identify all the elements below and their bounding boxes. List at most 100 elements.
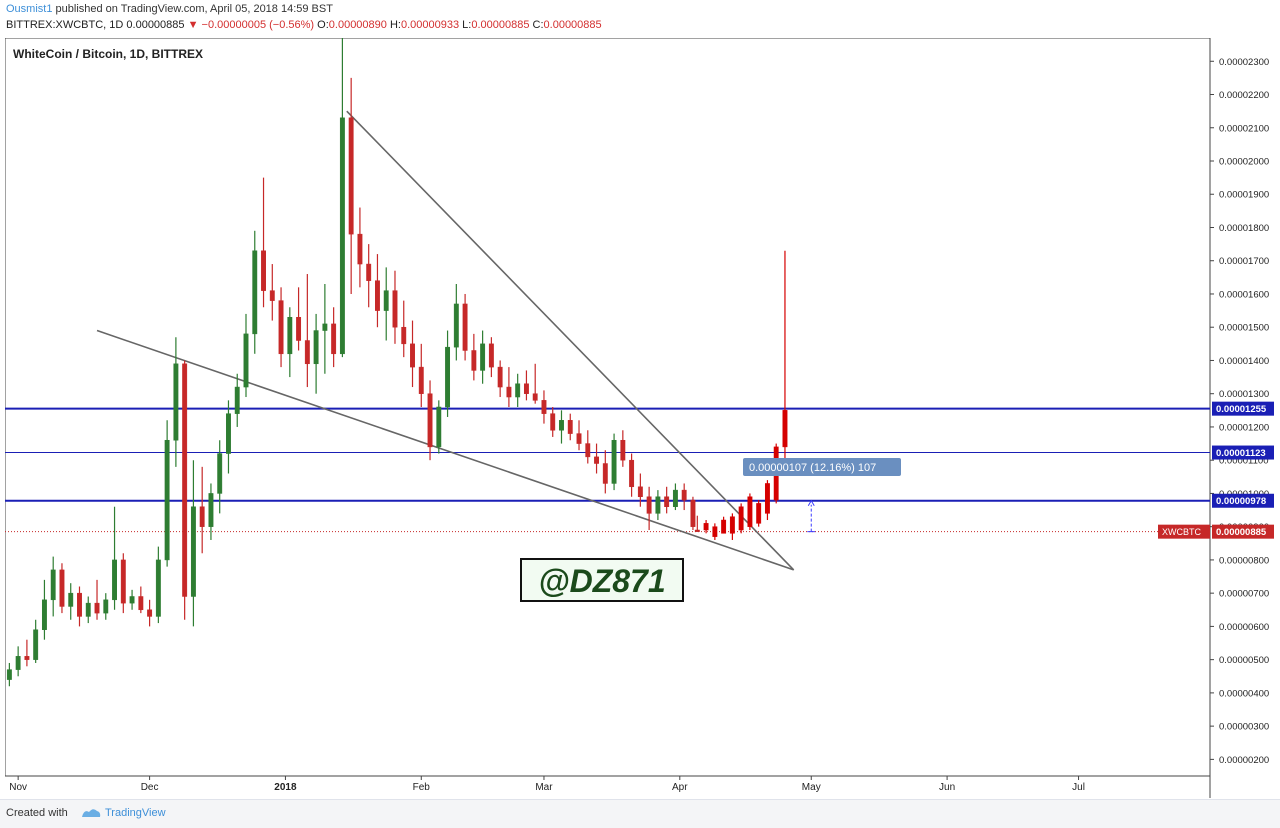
- tradingview-link[interactable]: TradingView: [105, 807, 166, 819]
- candle-body: [729, 516, 735, 534]
- open-label: O:: [317, 19, 329, 31]
- x-tick-label: Jun: [939, 782, 955, 793]
- candle-body: [199, 506, 205, 527]
- x-tick-label: Mar: [535, 782, 553, 793]
- candle-body: [190, 506, 196, 597]
- candle-body: [436, 406, 442, 448]
- candle-body: [427, 393, 433, 448]
- candle-body: [515, 383, 521, 398]
- symbol-label: BITTREX:XWCBTC, 1D: [6, 19, 124, 31]
- candle-body: [721, 519, 727, 534]
- level-price-tag: [1212, 445, 1274, 460]
- candle-body: [85, 602, 91, 617]
- y-tick-label: 0.00001200: [1219, 422, 1269, 433]
- candle-body: [392, 290, 398, 328]
- candle-body: [712, 526, 718, 537]
- footer: Created with TradingView: [0, 799, 1280, 828]
- candle-body: [756, 503, 762, 524]
- candle-body: [764, 483, 770, 514]
- candle-body: [103, 599, 109, 614]
- candle-body: [68, 592, 74, 607]
- candle-body: [112, 559, 117, 601]
- chart-title: WhiteCoin / Bitcoin, 1D, BITTREX: [13, 47, 203, 61]
- price-chart[interactable]: WhiteCoin / Bitcoin, 1D, BITTREX 0.00000…: [4, 28, 1275, 798]
- x-tick-label: 2018: [274, 782, 297, 793]
- candle-body: [497, 366, 503, 388]
- candle-body: [41, 599, 47, 630]
- candle-body: [287, 316, 293, 355]
- candle-body: [559, 420, 564, 431]
- candle-body: [243, 333, 249, 388]
- y-tick-label: 0.00002000: [1219, 157, 1269, 168]
- symbol-tag-label: XWCBTC: [1162, 527, 1201, 537]
- candle-body: [462, 303, 468, 351]
- x-tick-label: Apr: [672, 782, 688, 793]
- x-tick-label: Dec: [141, 782, 159, 793]
- y-tick-label: 0.00000200: [1219, 755, 1269, 766]
- candle-body: [296, 316, 302, 341]
- level-price-tag: [1212, 493, 1274, 508]
- candle-body: [278, 300, 284, 355]
- trendline[interactable]: [96, 329, 794, 571]
- created-with-text: Created with: [6, 807, 68, 819]
- level-price-label: 0.00001255: [1216, 404, 1267, 415]
- high-label: H:: [389, 19, 401, 31]
- x-tick-label: Feb: [413, 782, 431, 793]
- y-tick-label: 0.00001400: [1219, 356, 1269, 367]
- candle-body: [252, 250, 258, 335]
- candle-body: [664, 496, 670, 507]
- candle-body: [261, 250, 266, 291]
- candle-body: [611, 439, 617, 484]
- candle-body: [226, 413, 231, 454]
- candle-body: [138, 596, 144, 611]
- candle-body: [331, 323, 337, 355]
- y-tick-label: 0.00001500: [1219, 323, 1269, 334]
- candle-body: [94, 602, 100, 614]
- y-tick-label: 0.00001700: [1219, 256, 1269, 267]
- candle-body: [738, 506, 744, 531]
- candle-body: [445, 346, 451, 408]
- candle-body: [629, 459, 635, 488]
- candle-body: [488, 343, 494, 368]
- y-tick-label: 0.00000600: [1219, 622, 1269, 633]
- candle-body: [173, 363, 179, 441]
- candle-body: [576, 433, 582, 444]
- y-tick-label: 0.00002100: [1219, 123, 1269, 134]
- candle-body: [567, 420, 573, 434]
- y-tick-label: 0.00000300: [1219, 722, 1269, 733]
- candle-body: [357, 233, 363, 265]
- candle-body: [523, 383, 529, 394]
- chart-area[interactable]: WhiteCoin / Bitcoin, 1D, BITTREX 0.00000…: [4, 28, 1275, 798]
- y-tick-label: 0.00001100: [1219, 456, 1269, 467]
- author-link[interactable]: Ousmist1: [6, 3, 53, 15]
- level-price-tag: [1212, 401, 1274, 416]
- plot-area[interactable]: [4, 37, 1211, 777]
- candle-body: [50, 569, 56, 601]
- level-price-label: 0.00000978: [1216, 496, 1266, 507]
- candle-body: [6, 669, 12, 680]
- candle-body: [375, 280, 380, 311]
- publish-text: published on TradingView.com, April 05, …: [55, 3, 333, 15]
- candle-body: [681, 489, 687, 501]
- watermark-box: [520, 558, 684, 602]
- trendline[interactable]: [346, 110, 795, 571]
- candle-body: [694, 529, 700, 532]
- last-price-tag: [1212, 524, 1274, 539]
- candle-body: [672, 489, 678, 507]
- candle-body: [24, 656, 30, 660]
- candle-body: [182, 363, 188, 597]
- down-arrow-icon: ▼: [187, 19, 199, 31]
- measure-tooltip-text: 0.00000107 (12.16%) 107: [749, 462, 876, 474]
- candle-body: [585, 443, 591, 458]
- candle-body: [690, 499, 696, 527]
- candle-body: [550, 413, 556, 431]
- candle-body: [77, 592, 82, 617]
- low-value: 0.00000885: [471, 19, 530, 31]
- level-price-label: 0.00001123: [1216, 448, 1266, 459]
- candle-body: [304, 340, 310, 365]
- last-price-label: 0.00000885: [1216, 527, 1267, 538]
- high-value: 0.00000933: [400, 19, 460, 31]
- candle-body: [348, 117, 354, 235]
- candle-body: [208, 493, 214, 527]
- candle-body: [471, 350, 477, 371]
